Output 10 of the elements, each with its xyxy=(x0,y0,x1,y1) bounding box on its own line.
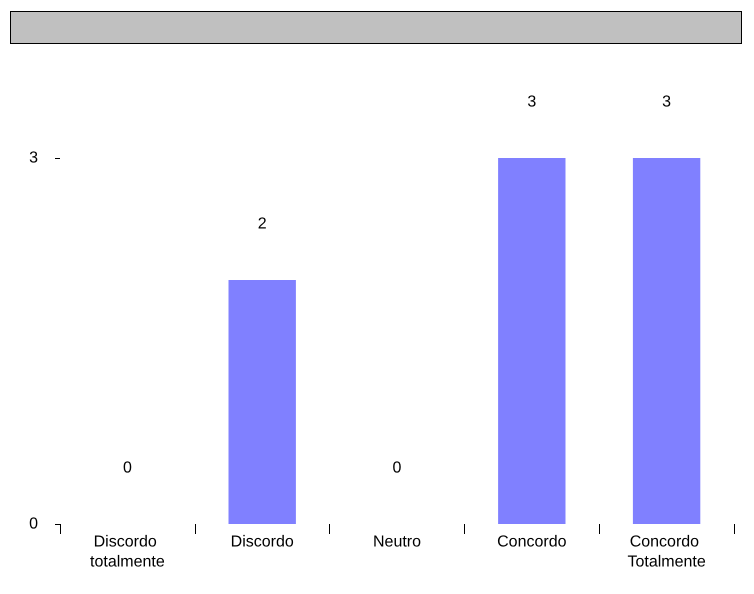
x-tick-label: Concordo xyxy=(497,534,567,550)
data-label: 0 xyxy=(392,460,402,476)
data-label: 3 xyxy=(662,94,672,110)
x-tick-label: Discordo xyxy=(230,534,294,550)
data-label: 0 xyxy=(122,460,132,476)
data-label: 2 xyxy=(258,216,267,232)
data-label: 3 xyxy=(527,94,536,110)
x-tick-label: Neutro xyxy=(372,534,422,550)
x-tick-label: Concordo Totalmente xyxy=(627,534,706,570)
x-tick-label: Discordo totalmente xyxy=(90,534,165,570)
